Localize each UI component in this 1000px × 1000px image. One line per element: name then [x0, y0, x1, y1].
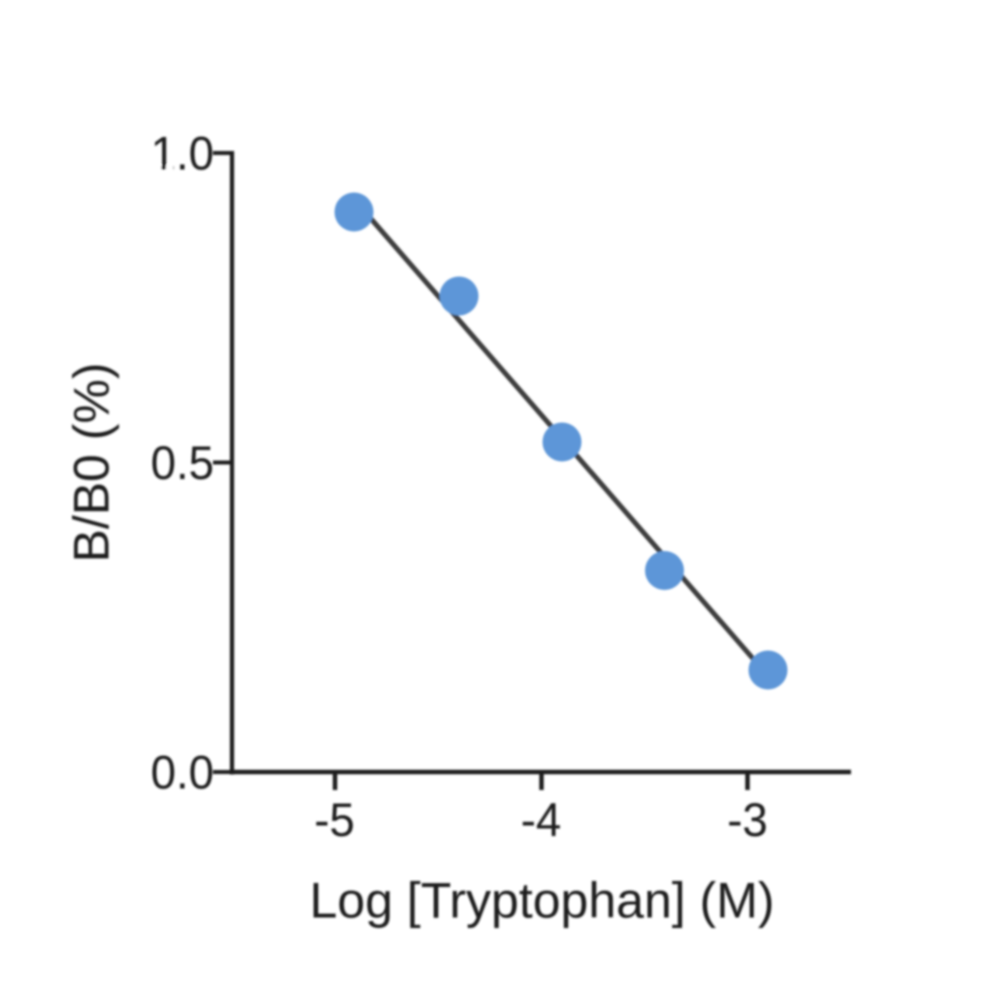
svg-text:Log [Tryptophan] (M): Log [Tryptophan] (M): [309, 873, 774, 929]
svg-text:0.5: 0.5: [151, 436, 214, 489]
svg-text:0.0: 0.0: [151, 746, 214, 799]
svg-text:-5: -5: [314, 793, 355, 846]
svg-text:-4: -4: [521, 793, 562, 846]
svg-text:B/B0 (%): B/B0 (%): [64, 362, 120, 562]
svg-text:1.0: 1.0: [151, 127, 214, 180]
svg-text:-3: -3: [727, 793, 768, 846]
